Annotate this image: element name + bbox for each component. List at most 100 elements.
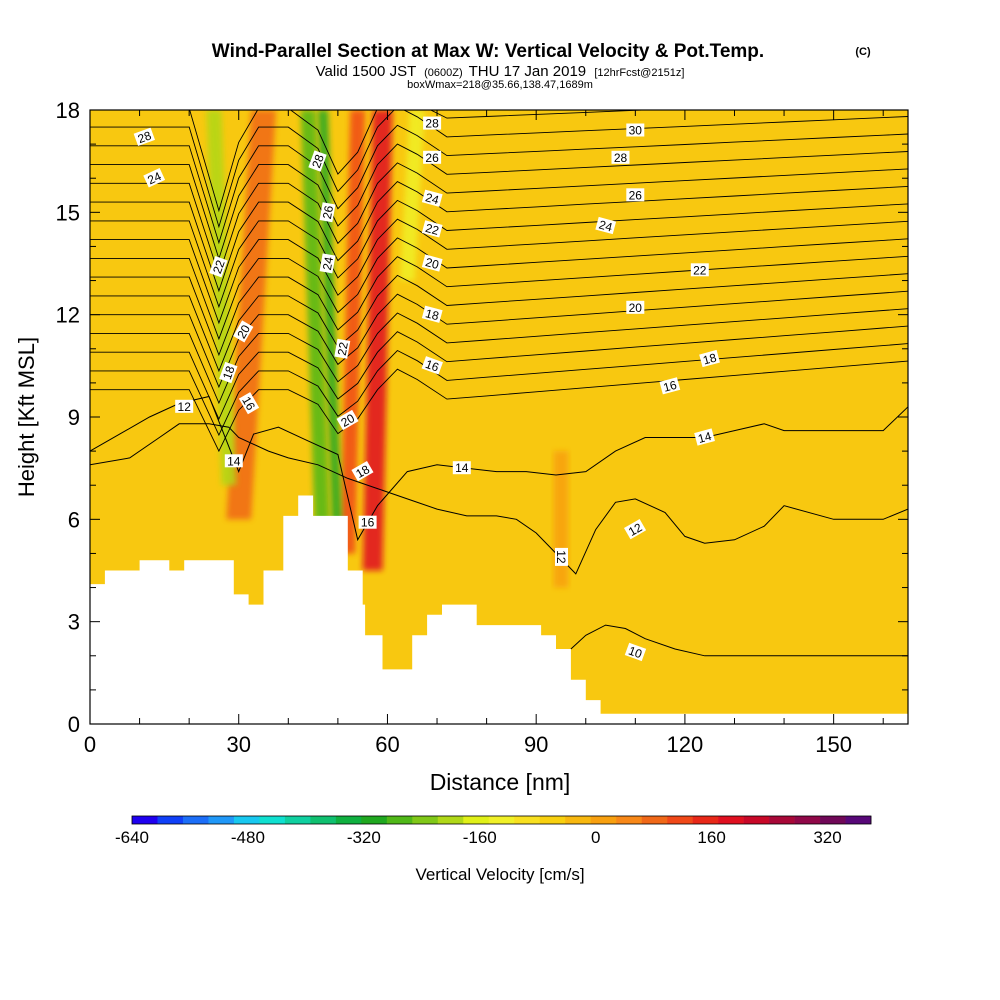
isentrope-upper-3	[90, 308, 908, 405]
contour-label-text: 16	[361, 516, 375, 530]
contour-label-text: 18	[424, 306, 441, 323]
contour-label: 28	[423, 116, 442, 131]
downdraft-plume-6	[206, 110, 237, 486]
y-tick-label: 3	[68, 610, 80, 635]
isentrope-10	[570, 624, 908, 657]
contour-label-text: 20	[234, 322, 253, 341]
contour-label-bg	[423, 150, 442, 164]
contour-label: 26	[319, 202, 336, 223]
x-tick-label: 150	[815, 732, 852, 757]
contour-label: 28	[611, 150, 630, 165]
contour-label-text: 22	[335, 341, 351, 357]
contour-label-bg	[555, 547, 568, 566]
colorbar-swatch	[539, 816, 566, 824]
contour-label-bg	[233, 320, 254, 343]
colorbar-swatch	[820, 816, 846, 824]
contour-label-bg	[224, 454, 243, 468]
isentrope-lines	[90, 110, 908, 657]
colorbar-swatch	[667, 816, 693, 824]
contour-label-text: 10	[627, 644, 645, 662]
contour-label: 12	[554, 547, 568, 566]
updraft-plume-0	[362, 110, 393, 571]
contour-label: 12	[175, 399, 194, 414]
contour-label: 20	[626, 300, 645, 315]
contour-label: 26	[423, 150, 442, 165]
contour-label: 26	[626, 188, 645, 202]
contour-label-bg	[595, 216, 617, 235]
contour-label-bg	[699, 349, 720, 368]
contour-label: 16	[358, 515, 377, 530]
colorbar-swatch	[310, 816, 337, 824]
contour-label-text: 14	[696, 429, 713, 446]
contour-label-bg	[175, 399, 194, 413]
contour-label-bg	[319, 202, 336, 223]
y-tick-label: 15	[56, 200, 80, 225]
colorbar-swatch	[590, 816, 617, 824]
contour-label-bg	[624, 642, 647, 662]
colorbar-tick-label: 0	[591, 828, 600, 847]
contour-label: 14	[224, 454, 243, 468]
isentrope-upper-6	[90, 255, 908, 357]
contour-label: 14	[452, 461, 471, 475]
contour-label: 28	[308, 150, 327, 172]
svg-text:Valid 1500 JST (0600Z): Valid 1500 JST (0600Z) THU 17 Jan 2019 […	[316, 63, 685, 80]
isentrope-upper-11	[90, 162, 908, 277]
contour-label: 18	[219, 361, 238, 384]
isentrope-upper-7	[90, 237, 908, 341]
colorbar-tick-label: 320	[813, 828, 841, 847]
contour-label-bg	[421, 305, 443, 323]
colorbar-swatch	[514, 816, 541, 824]
contour-label: 24	[421, 189, 443, 207]
contour-label-text: 20	[629, 301, 643, 315]
subtitle-fcst: [12hrFcst@2151z]	[594, 67, 684, 79]
contour-label-text: 16	[423, 357, 441, 375]
colorbar-swatch	[692, 816, 719, 824]
colorbar-swatch	[182, 816, 209, 824]
contour-label-text: 28	[614, 151, 628, 165]
contour-label-text: 24	[145, 169, 163, 187]
contour-label-text: 14	[227, 454, 241, 468]
isentrope-upper-8	[90, 218, 908, 325]
contour-label: 24	[595, 216, 617, 235]
contour-label-text: 28	[309, 152, 327, 170]
isentrope-upper-2	[90, 325, 908, 421]
y-tick-label: 6	[68, 507, 80, 532]
contour-label: 22	[209, 256, 228, 278]
updraft-plume-3	[553, 451, 569, 588]
colorbar-tick-label: -480	[231, 828, 265, 847]
colorbar-swatch	[616, 816, 642, 824]
x-axis: 0 30 60 90 120 150	[84, 110, 884, 757]
contour-label-bg	[319, 253, 336, 274]
contour-label-bg	[334, 338, 351, 359]
contour-label-text: 26	[425, 151, 439, 165]
contour-label: 28	[133, 127, 156, 146]
contour-label-text: 18	[353, 462, 372, 481]
downdraft-plume-5	[318, 110, 343, 554]
chart-title: Wind-Parallel Section at Max W: Vertical…	[212, 41, 764, 62]
plot-area: 2824222018161412282624222018162826242220…	[90, 110, 908, 724]
contour-label-bg	[238, 392, 260, 415]
isentrope-upper-12	[90, 143, 908, 261]
contour-label-bg	[143, 168, 166, 188]
y-tick-label: 18	[56, 98, 80, 123]
downdraft-plume-4	[300, 110, 331, 554]
colorbar-tick-label: -640	[115, 828, 149, 847]
contour-label: 22	[690, 263, 709, 277]
colorbar-tick-label: 160	[697, 828, 725, 847]
contour-label: 24	[319, 253, 336, 274]
contour-label-text: 16	[662, 378, 679, 395]
colorbar-swatch	[743, 816, 770, 824]
updraft-plume-2	[226, 110, 276, 520]
contour-label-text: 22	[210, 258, 228, 276]
contour-label: 10	[624, 642, 647, 662]
x-tick-label: 30	[226, 732, 250, 757]
x-tick-label: 90	[524, 732, 548, 757]
isentrope-upper-4	[90, 290, 908, 389]
subtitle-box: boxWmax=218@35.66,138.47,1689m	[407, 79, 593, 91]
colorbar-swatch	[718, 816, 744, 824]
colorbar-swatch	[208, 816, 235, 824]
colorbar-swatch	[488, 816, 515, 824]
colorbar-swatch	[233, 816, 260, 824]
downdraft-plume-7	[399, 110, 425, 281]
